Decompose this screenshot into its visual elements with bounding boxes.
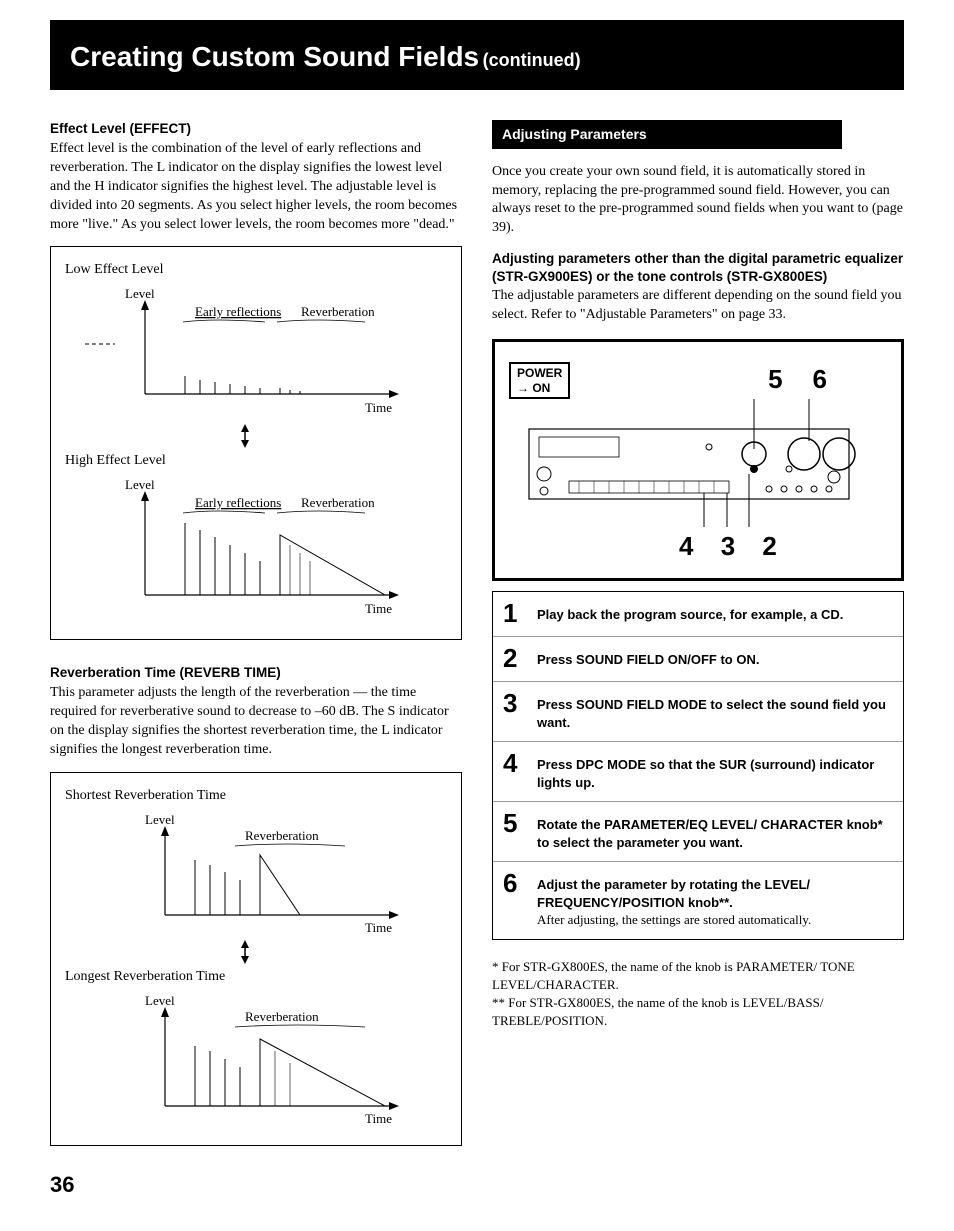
svg-text:Early reflections: Early reflections [195, 304, 281, 319]
short-reverb-label: Shortest Reverberation Time [65, 787, 447, 806]
effect-heading: Effect Level (EFFECT) [50, 120, 462, 138]
svg-text:Level: Level [125, 286, 155, 301]
footnotes: * For STR-GX800ES, the name of the knob … [492, 958, 904, 1031]
svg-text:Reverberation: Reverberation [301, 495, 375, 510]
footnote-2: ** For STR-GX800ES, the name of the knob… [492, 994, 904, 1030]
svg-text:Early reflections: Early reflections [195, 495, 281, 510]
svg-text:Time: Time [365, 1111, 392, 1126]
step-row: 3 Press SOUND FIELD MODE to select the s… [493, 682, 903, 742]
callouts-top: 56 [610, 362, 887, 397]
footnote-1: * For STR-GX800ES, the name of the knob … [492, 958, 904, 994]
power-on-label: → ON [517, 381, 550, 395]
svg-text:Level: Level [125, 477, 155, 492]
reverb-graph-long: Level Reverberation Time [65, 991, 425, 1131]
step-row: 4 Press DPC MODE so that the SUR (surrou… [493, 742, 903, 802]
left-column: Effect Level (EFFECT) Effect level is th… [50, 120, 462, 1200]
power-box: POWER → ON [509, 362, 570, 399]
svg-text:Reverberation: Reverberation [301, 304, 375, 319]
adjusting-intro: Once you create your own sound field, it… [492, 163, 904, 239]
reverb-diagram: Shortest Reverberation Time Level Reverb… [50, 772, 462, 1146]
power-label: POWER [517, 366, 562, 380]
adjusting-sub-heading: Adjusting parameters other than the digi… [492, 250, 904, 285]
reverb-graph-short: Level Reverberation Time [65, 810, 425, 940]
device-diagram: POWER → ON 56 [492, 339, 904, 581]
steps-list: 1 Play back the program source, for exam… [492, 591, 904, 940]
high-effect-label: High Effect Level [65, 452, 447, 471]
effect-graph-low: Level Early reflections Reverberation [65, 284, 425, 424]
double-arrow-icon [65, 940, 425, 964]
step-row: 2 Press SOUND FIELD ON/OFF to ON. [493, 637, 903, 682]
page-number: 36 [50, 1170, 462, 1200]
adjusting-bar: Adjusting Parameters [492, 120, 842, 149]
page-title-continued: (continued) [483, 50, 581, 70]
step-row: 1 Play back the program source, for exam… [493, 592, 903, 637]
step-row: 6 Adjust the parameter by rotating the L… [493, 862, 903, 939]
svg-text:Reverberation: Reverberation [245, 1009, 319, 1024]
effect-body: Effect level is the combination of the l… [50, 140, 462, 234]
low-effect-label: Low Effect Level [65, 261, 447, 280]
step-row: 5 Rotate the PARAMETER/EQ LEVEL/ CHARACT… [493, 802, 903, 862]
adjusting-sub-body: The adjustable parameters are different … [492, 287, 904, 325]
svg-text:Reverberation: Reverberation [245, 828, 319, 843]
svg-text:Time: Time [365, 601, 392, 616]
right-column: Adjusting Parameters Once you create you… [492, 120, 904, 1200]
long-reverb-label: Longest Reverberation Time [65, 968, 447, 987]
double-arrow-icon [65, 424, 425, 448]
reverb-heading: Reverberation Time (REVERB TIME) [50, 664, 462, 682]
reverb-body: This parameter adjusts the length of the… [50, 684, 462, 760]
svg-text:Time: Time [365, 400, 392, 415]
page-title: Creating Custom Sound Fields [70, 41, 479, 72]
header-bar: Creating Custom Sound Fields (continued) [50, 20, 904, 90]
svg-text:Level: Level [145, 993, 175, 1008]
callouts-bottom: 4 3 2 [509, 529, 887, 564]
receiver-drawing [509, 399, 869, 529]
svg-text:Time: Time [365, 920, 392, 935]
svg-text:Level: Level [145, 812, 175, 827]
effect-graph-high: Level Early reflections Reverberation [65, 475, 425, 625]
effect-diagram: Low Effect Level Level Early reflections… [50, 246, 462, 640]
